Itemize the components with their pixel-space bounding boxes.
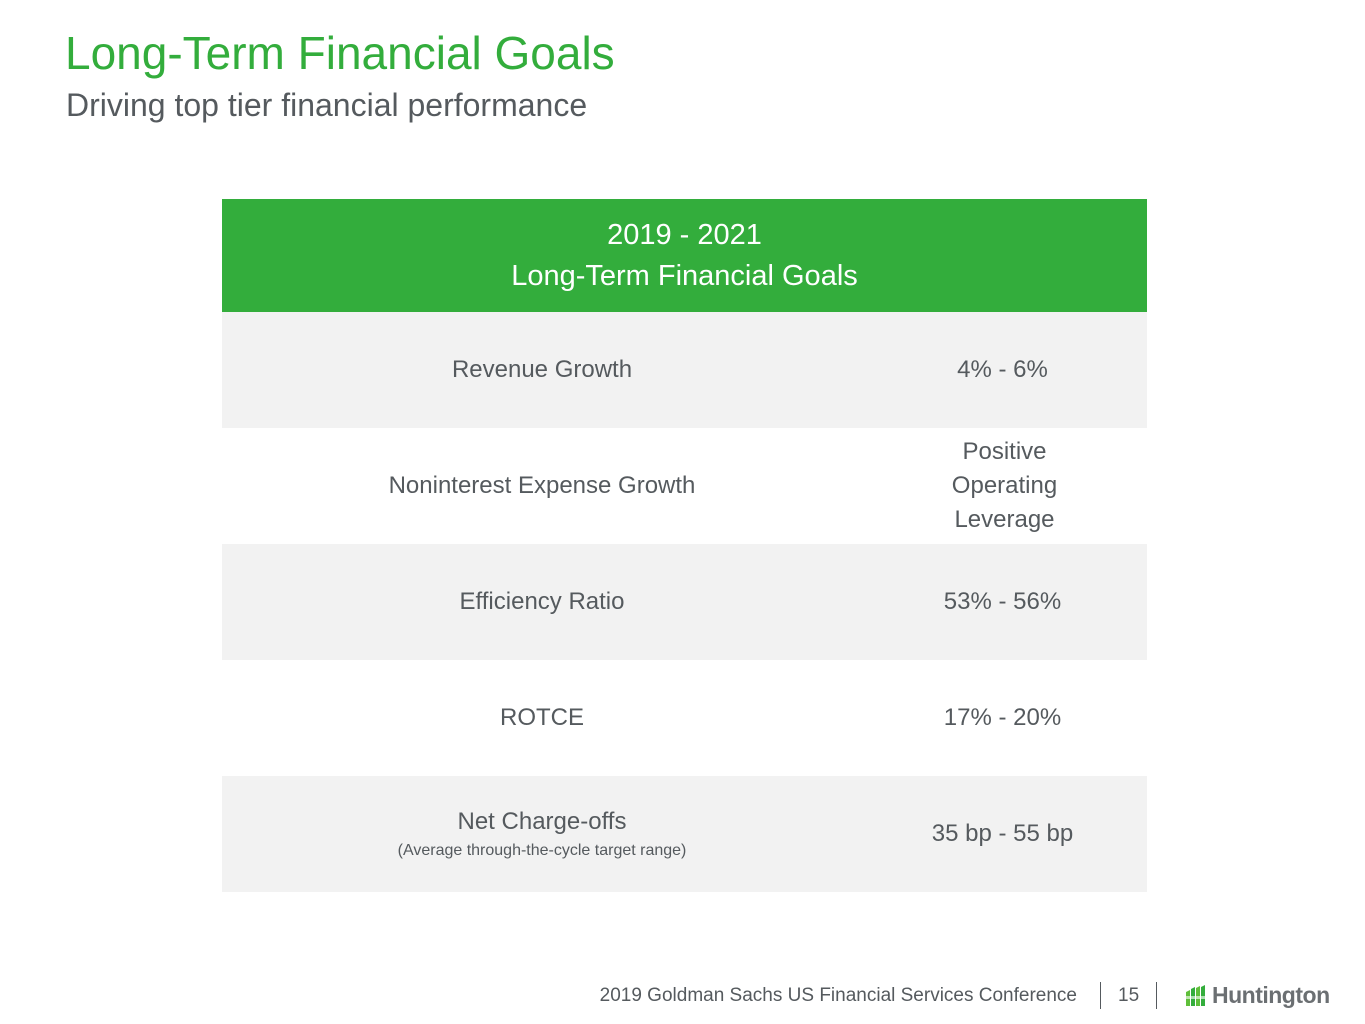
table-row: Noninterest Expense Growth Positive Oper… [222,428,1147,544]
footer: 2019 Goldman Sachs US Financial Services… [0,982,1365,1012]
table-row: ROTCE 17% - 20% [222,660,1147,776]
metric-label: Noninterest Expense Growth [388,472,696,499]
target-cell: 53% - 56% [943,588,1062,615]
metric-label: Efficiency Ratio [459,588,625,615]
target-cell: Positive Operating Leverage [951,438,1058,533]
metric-cell: ROTCE [222,704,862,732]
header-period: 2019 - 2021 [607,218,762,251]
slide-subtitle: Driving top tier financial performance [66,87,588,123]
huntington-logo: Huntington [1184,982,1330,1009]
logo-wordmark: Huntington [1212,982,1330,1008]
header-label: Long-Term Financial Goals [511,259,858,292]
metric-label: Net Charge-offs [457,808,627,835]
metric-cell: Efficiency Ratio [222,588,862,616]
goals-table: 2019 - 2021 Long-Term Financial Goals Re… [222,199,1147,892]
metric-label: Revenue Growth [451,356,633,383]
target-cell: 4% - 6% [957,356,1048,383]
metric-note: (Average through-the-cycle target range) [397,842,687,859]
footer-divider [1156,982,1157,1009]
footer-divider [1100,982,1101,1009]
table-row: Net Charge-offs (Average through-the-cyc… [222,776,1147,892]
metric-cell: Noninterest Expense Growth [222,472,862,500]
page-number: 15 [1118,985,1140,1006]
conference-name: 2019 Goldman Sachs US Financial Services… [599,985,1077,1006]
slide-title: Long-Term Financial Goals [65,27,615,79]
table-row: Efficiency Ratio 53% - 56% [222,544,1147,660]
table-row: Revenue Growth 4% - 6% [222,312,1147,428]
table-header: 2019 - 2021 Long-Term Financial Goals [222,199,1147,312]
huntington-logo-icon [1186,984,1205,1006]
metric-label: ROTCE [500,704,584,731]
metric-cell: Revenue Growth [222,356,862,384]
target-cell: 17% - 20% [943,704,1062,731]
target-cell: 35 bp - 55 bp [931,820,1074,847]
metric-cell: Net Charge-offs (Average through-the-cyc… [222,808,862,860]
